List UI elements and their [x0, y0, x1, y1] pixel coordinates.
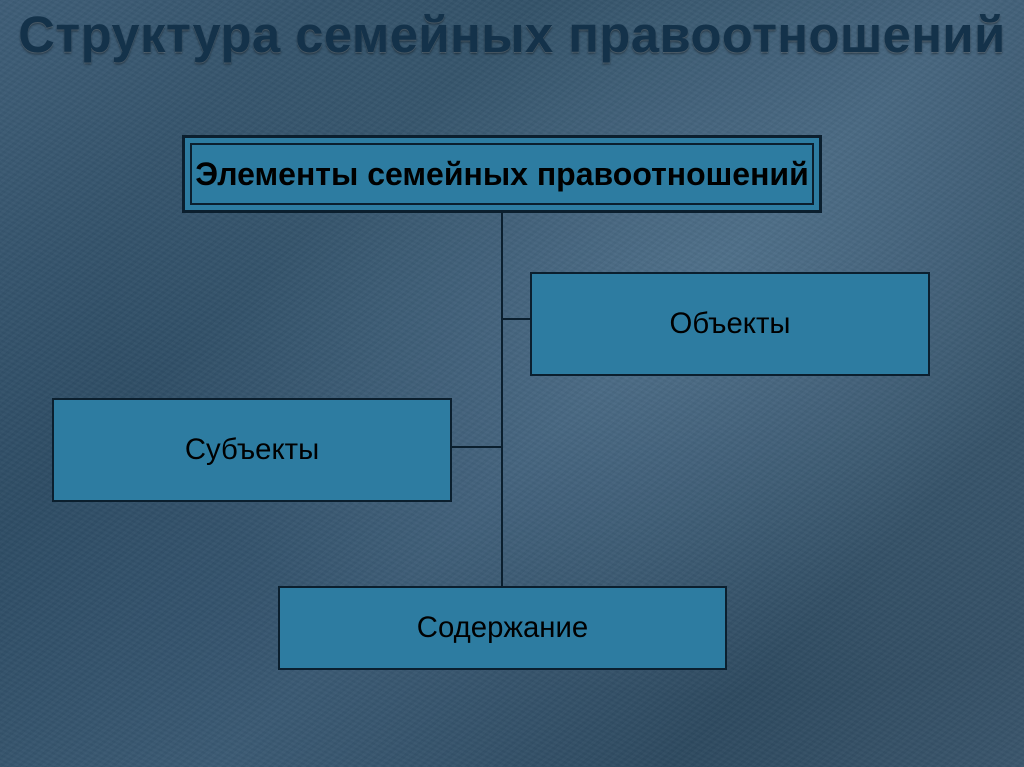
node-root-label: Элементы семейных правоотношений [187, 156, 817, 193]
slide-title: Структура семейных правоотношений [0, 8, 1024, 61]
node-objects: Объекты [530, 272, 930, 376]
node-content: Содержание [278, 586, 727, 670]
node-objects-label: Объекты [662, 307, 799, 341]
node-subjects-label: Субъекты [177, 433, 327, 467]
slide: Структура семейных правоотношений Элемен… [0, 0, 1024, 767]
node-root: Элементы семейных правоотношений [182, 135, 822, 213]
node-content-label: Содержание [409, 611, 596, 645]
node-subjects: Субъекты [52, 398, 452, 502]
